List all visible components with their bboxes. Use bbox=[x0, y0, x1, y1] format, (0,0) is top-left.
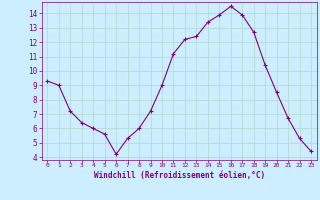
X-axis label: Windchill (Refroidissement éolien,°C): Windchill (Refroidissement éolien,°C) bbox=[94, 171, 265, 180]
